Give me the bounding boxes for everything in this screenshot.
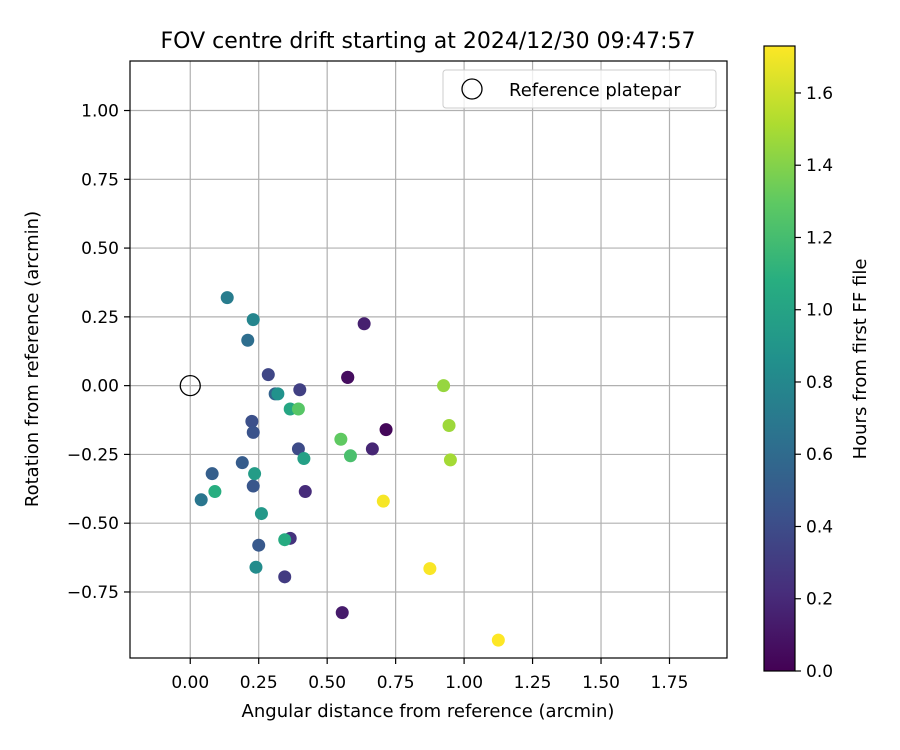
y-tick-label: 1.00 [81, 102, 119, 122]
colorbar-tick-label: 1.2 [806, 228, 833, 248]
data-point [278, 533, 292, 547]
x-axis: 0.00 0.25 0.50 0.75 1.00 1.25 1.50 1.75 [171, 658, 688, 693]
x-axis-label: Angular distance from reference (arcmin) [242, 701, 615, 722]
data-point [220, 291, 234, 305]
data-point [246, 313, 260, 327]
colorbar-tick-label: 0.6 [806, 445, 833, 465]
x-tick-label: 1.25 [514, 673, 552, 693]
data-point [245, 414, 259, 428]
data-point [235, 456, 249, 470]
legend-marker-circle-icon [461, 78, 483, 100]
data-point [291, 442, 305, 456]
data-point [334, 432, 348, 446]
data-point [443, 453, 457, 467]
colorbar-tick-label: 0.4 [806, 517, 833, 537]
chart-title: FOV centre drift starting at 2024/12/30 … [161, 29, 696, 54]
y-tick-label: −0.75 [67, 583, 119, 603]
colorbar-label: Hours from first FF file [850, 259, 871, 460]
colorbar-tick-label: 1.6 [806, 84, 833, 104]
colorbar-tick-label: 0.8 [806, 373, 833, 393]
data-point [437, 379, 451, 393]
data-point [271, 387, 285, 401]
y-axis: 1.00 0.75 0.50 0.25 0.00 −0.25 −0.50 −0.75 [67, 102, 130, 603]
legend-box [442, 69, 717, 109]
data-point [205, 467, 219, 481]
plot-frame [129, 60, 728, 659]
colorbar: 0.0 0.2 0.4 0.6 0.8 1.0 1.2 1.4 1.6 Hours from f… [763, 45, 871, 682]
data-point [379, 423, 393, 437]
data-point [194, 493, 208, 507]
data-point [252, 538, 266, 552]
data-point [491, 633, 505, 647]
data-point [293, 383, 307, 397]
colorbar-ticks: 0.0 0.2 0.4 0.6 0.8 1.0 1.2 1.4 1.6 [795, 84, 833, 682]
data-points [179, 291, 505, 647]
y-tick-label: −0.25 [67, 445, 119, 465]
data-point [423, 562, 437, 576]
data-point [249, 560, 263, 574]
x-tick-label: 0.25 [240, 673, 278, 693]
x-tick-label: 0.75 [377, 673, 415, 693]
colorbar-tick-label: 0.2 [806, 590, 833, 610]
x-tick-label: 1.75 [651, 673, 689, 693]
x-tick-label: 0.00 [171, 673, 209, 693]
data-point [341, 370, 355, 384]
data-point [254, 507, 268, 521]
data-point [365, 442, 379, 456]
y-tick-label: −0.50 [67, 514, 119, 534]
colorbar-tick-label: 1.0 [806, 301, 833, 321]
data-point [376, 494, 390, 508]
x-tick-label: 1.00 [445, 673, 483, 693]
reference-platepar-marker [179, 374, 201, 397]
colorbar-gradient [763, 45, 796, 672]
data-point [297, 452, 311, 466]
y-tick-label: 0.75 [81, 170, 119, 190]
data-point [298, 485, 312, 499]
grid [130, 61, 727, 658]
legend-entry-reference: Reference platepar [509, 80, 681, 101]
data-point [278, 570, 292, 584]
data-point [241, 333, 255, 347]
data-point [261, 368, 275, 382]
data-point [357, 317, 371, 331]
colorbar-tick-label: 1.4 [806, 156, 833, 176]
data-point [442, 419, 456, 433]
legend: Reference platepar [442, 69, 717, 109]
colorbar-tick-label: 0.0 [806, 662, 833, 682]
x-tick-label: 1.50 [582, 673, 620, 693]
data-point [246, 425, 260, 439]
data-point [248, 467, 262, 481]
data-point [246, 479, 260, 493]
y-tick-label: 0.25 [81, 308, 119, 328]
data-point [291, 402, 305, 416]
data-point [343, 449, 357, 463]
y-axis-label: Rotation from reference (arcmin) [22, 211, 43, 507]
data-point [335, 606, 349, 620]
y-tick-label: 0.00 [81, 377, 119, 397]
y-tick-label: 0.50 [81, 239, 119, 259]
data-point [208, 485, 222, 499]
x-tick-label: 0.50 [308, 673, 346, 693]
